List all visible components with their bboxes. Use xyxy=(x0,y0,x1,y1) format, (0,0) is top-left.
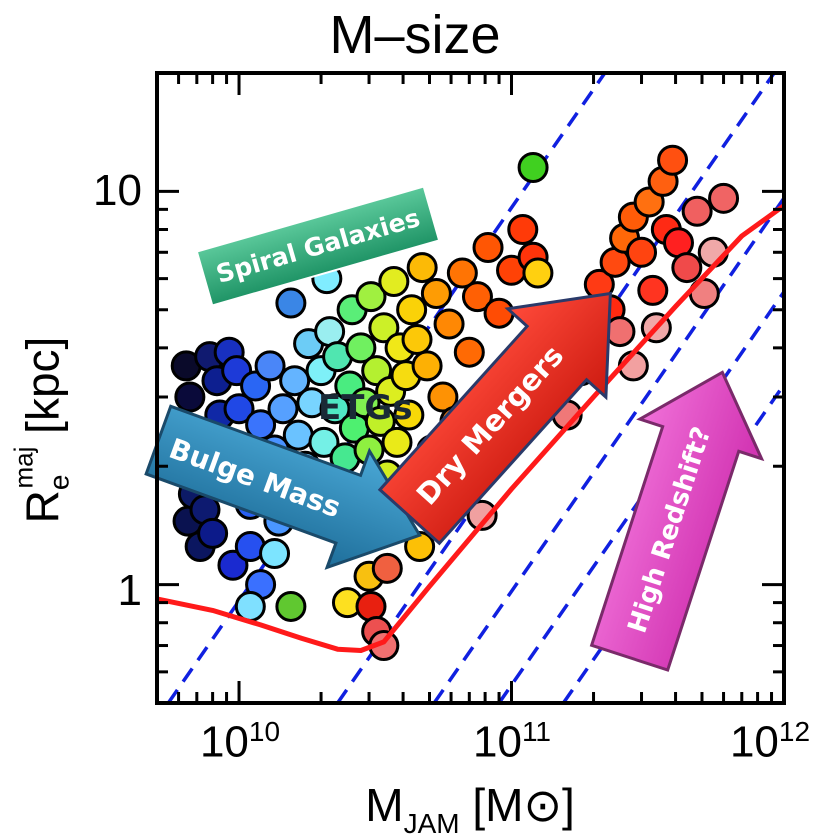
axis-ticks xyxy=(155,71,786,705)
galaxy-point-65 xyxy=(393,399,425,431)
galaxy-point-108 xyxy=(637,274,669,306)
x-tick-label-1e11: 1011 xyxy=(472,716,552,767)
galaxy-point-14 xyxy=(223,393,255,425)
galaxy-point-70 xyxy=(411,350,443,382)
dry-mergers-arrow xyxy=(377,291,612,546)
galaxy-point-115 xyxy=(681,195,713,227)
galaxy-point-88 xyxy=(355,590,387,622)
galaxy-point-29 xyxy=(282,419,314,451)
dashed-line-2 xyxy=(432,195,784,703)
galaxy-point-72 xyxy=(420,277,452,309)
x-tick-label-1e12: 1012 xyxy=(729,716,811,767)
galaxy-point-69 xyxy=(406,252,438,284)
boundary-curve-line xyxy=(157,203,784,653)
y-axis-label: Remaj [kpc] xyxy=(8,336,75,524)
galaxy-point-66 xyxy=(396,294,428,326)
boundary-curve xyxy=(157,203,784,653)
y-tick-label-1: 1 xyxy=(117,566,142,615)
galaxy-point-76 xyxy=(446,257,478,289)
chart-title: M–size xyxy=(329,5,501,65)
x-axis-label: MJAM [M⊙] xyxy=(365,779,575,839)
galaxy-point-112 xyxy=(657,144,689,176)
x-tick-label-1e10: 1010 xyxy=(199,716,281,767)
galaxy-point-47 xyxy=(275,590,307,622)
galaxy-point-26 xyxy=(275,287,307,319)
galaxy-point-1 xyxy=(174,381,206,413)
y-tick-label-10: 10 xyxy=(93,166,142,215)
galaxy-point-74 xyxy=(433,308,465,340)
galaxy-point-41 xyxy=(319,393,351,425)
spiral-galaxies-box xyxy=(195,185,441,307)
bulge-mass-arrow xyxy=(144,404,422,570)
galaxy-point-106 xyxy=(626,236,658,268)
galaxy-point-84 xyxy=(522,257,554,289)
galaxy-point-56 xyxy=(364,405,396,437)
galaxy-point-11 xyxy=(217,549,249,581)
galaxy-point-85 xyxy=(517,152,549,184)
galaxy-point-82 xyxy=(507,213,539,245)
galaxy-point-28 xyxy=(279,365,311,397)
galaxy-point-79 xyxy=(472,231,504,263)
etgs-label: ETGs xyxy=(318,388,413,428)
galaxy-point-114 xyxy=(671,252,703,284)
galaxy-point-37 xyxy=(308,426,340,458)
galaxy-point-61 xyxy=(381,426,413,458)
galaxy-point-53 xyxy=(355,281,387,313)
galaxy-point-78 xyxy=(461,281,493,313)
galaxy-point-50 xyxy=(345,332,377,364)
galaxy-point-93 xyxy=(466,499,498,531)
galaxy-point-34 xyxy=(259,537,291,569)
galaxy-point-60 xyxy=(378,265,410,297)
galaxy-point-118 xyxy=(708,182,740,214)
galaxy-point-73 xyxy=(427,381,459,413)
galaxy-point-22 xyxy=(254,350,286,382)
galaxy-point-90 xyxy=(371,552,403,584)
dashed-line-3 xyxy=(497,288,784,703)
galaxy-point-7 xyxy=(197,517,229,549)
galaxy-point-25 xyxy=(267,393,299,425)
galaxy-point-57 xyxy=(368,312,400,344)
high-redshift-arrow xyxy=(589,370,765,672)
galaxy-point-80 xyxy=(483,297,515,329)
galaxy-point-67 xyxy=(401,324,433,356)
galaxy-point-77 xyxy=(453,336,485,368)
